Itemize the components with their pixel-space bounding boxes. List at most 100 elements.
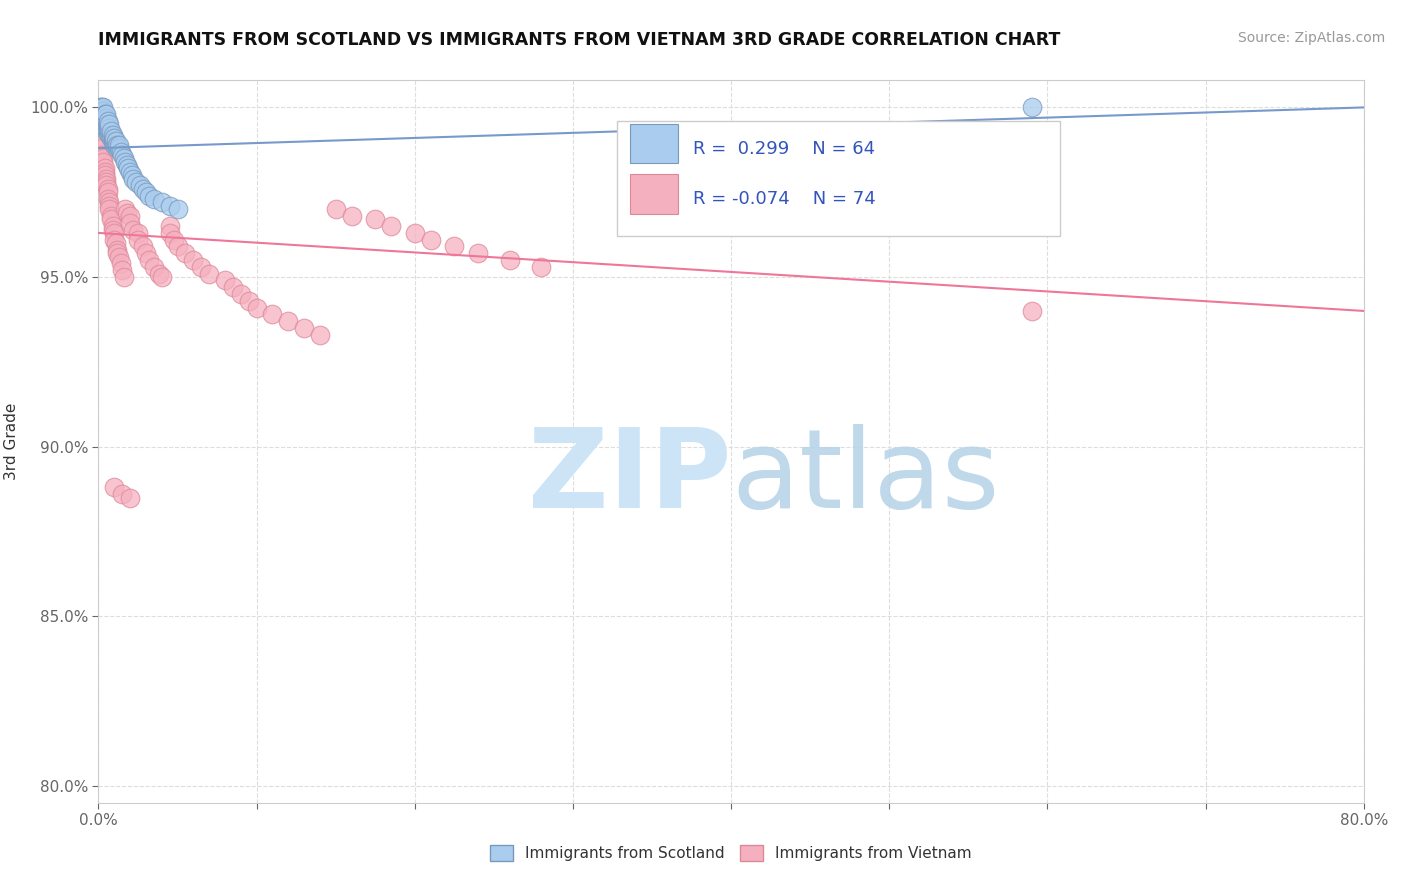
Point bbox=[91, 111, 114, 125]
Point bbox=[103, 226, 125, 240]
Point bbox=[222, 280, 245, 294]
Point bbox=[91, 117, 114, 131]
Point bbox=[229, 287, 252, 301]
Point bbox=[101, 222, 124, 236]
Point bbox=[98, 120, 121, 135]
Point bbox=[96, 117, 118, 131]
Point bbox=[115, 205, 138, 219]
Point bbox=[93, 107, 117, 121]
Point bbox=[198, 267, 221, 281]
Text: ZIP: ZIP bbox=[527, 425, 731, 531]
Point bbox=[97, 182, 120, 196]
Point bbox=[90, 107, 112, 121]
FancyBboxPatch shape bbox=[630, 124, 678, 163]
Point bbox=[127, 226, 149, 240]
Point bbox=[183, 253, 205, 268]
Point bbox=[292, 321, 315, 335]
Point bbox=[96, 114, 118, 128]
Point bbox=[135, 185, 157, 199]
Point bbox=[380, 219, 402, 234]
Point bbox=[96, 107, 118, 121]
Point bbox=[97, 124, 120, 138]
Point bbox=[404, 226, 426, 240]
Point bbox=[166, 202, 188, 217]
Point bbox=[132, 182, 155, 196]
Point bbox=[115, 158, 138, 172]
Point bbox=[246, 301, 269, 315]
Point bbox=[107, 137, 129, 152]
Point bbox=[104, 236, 127, 251]
FancyBboxPatch shape bbox=[630, 174, 678, 214]
Point bbox=[97, 114, 120, 128]
Point bbox=[108, 141, 131, 155]
Point bbox=[214, 273, 236, 287]
Point bbox=[159, 226, 181, 240]
Point bbox=[96, 111, 118, 125]
Point bbox=[135, 246, 157, 260]
Point bbox=[120, 216, 141, 230]
Point bbox=[125, 175, 148, 189]
Point bbox=[122, 171, 145, 186]
Point bbox=[97, 192, 120, 206]
Point bbox=[91, 103, 114, 118]
Point bbox=[96, 178, 118, 193]
Point bbox=[93, 161, 117, 176]
Point bbox=[103, 137, 125, 152]
Point bbox=[467, 246, 489, 260]
Point bbox=[107, 246, 129, 260]
Point bbox=[127, 233, 149, 247]
Text: atlas: atlas bbox=[731, 425, 1000, 531]
Legend: Immigrants from Scotland, Immigrants from Vietnam: Immigrants from Scotland, Immigrants fro… bbox=[484, 839, 979, 867]
Point bbox=[93, 114, 117, 128]
Point bbox=[97, 120, 120, 135]
Point bbox=[122, 222, 145, 236]
Point bbox=[103, 233, 125, 247]
Point bbox=[364, 212, 387, 227]
Point bbox=[96, 175, 118, 189]
Point bbox=[142, 260, 165, 274]
Point bbox=[93, 117, 117, 131]
Point bbox=[89, 103, 111, 118]
Point bbox=[90, 103, 112, 118]
Point bbox=[148, 267, 170, 281]
Point bbox=[120, 209, 141, 223]
Point bbox=[1021, 100, 1043, 114]
Point bbox=[100, 212, 122, 227]
Point bbox=[96, 124, 118, 138]
Point bbox=[159, 219, 181, 234]
Point bbox=[277, 314, 299, 328]
Point bbox=[150, 270, 173, 285]
Point bbox=[121, 168, 143, 182]
Text: Source: ZipAtlas.com: Source: ZipAtlas.com bbox=[1237, 31, 1385, 45]
Point bbox=[174, 246, 197, 260]
Point bbox=[100, 131, 122, 145]
Point bbox=[128, 178, 150, 193]
Point bbox=[111, 487, 134, 501]
Point bbox=[110, 256, 132, 270]
Point bbox=[163, 233, 186, 247]
Point bbox=[309, 327, 332, 342]
Point bbox=[101, 131, 124, 145]
Point bbox=[108, 250, 131, 264]
Point bbox=[98, 199, 121, 213]
Point bbox=[90, 148, 112, 162]
Point bbox=[1021, 304, 1043, 318]
Point bbox=[97, 117, 120, 131]
Point bbox=[103, 480, 125, 494]
Point bbox=[142, 192, 165, 206]
Point bbox=[89, 100, 111, 114]
Point bbox=[93, 168, 117, 182]
Point bbox=[111, 148, 134, 162]
Point bbox=[104, 134, 127, 148]
Point bbox=[498, 253, 520, 268]
Point bbox=[110, 145, 132, 159]
Point bbox=[530, 260, 553, 274]
Text: R =  0.299    N = 64: R = 0.299 N = 64 bbox=[693, 139, 876, 158]
Point bbox=[91, 107, 114, 121]
Point bbox=[98, 117, 121, 131]
Point bbox=[98, 124, 121, 138]
Point bbox=[101, 134, 124, 148]
Point bbox=[112, 151, 135, 165]
Point bbox=[166, 239, 188, 253]
Point bbox=[419, 233, 441, 247]
